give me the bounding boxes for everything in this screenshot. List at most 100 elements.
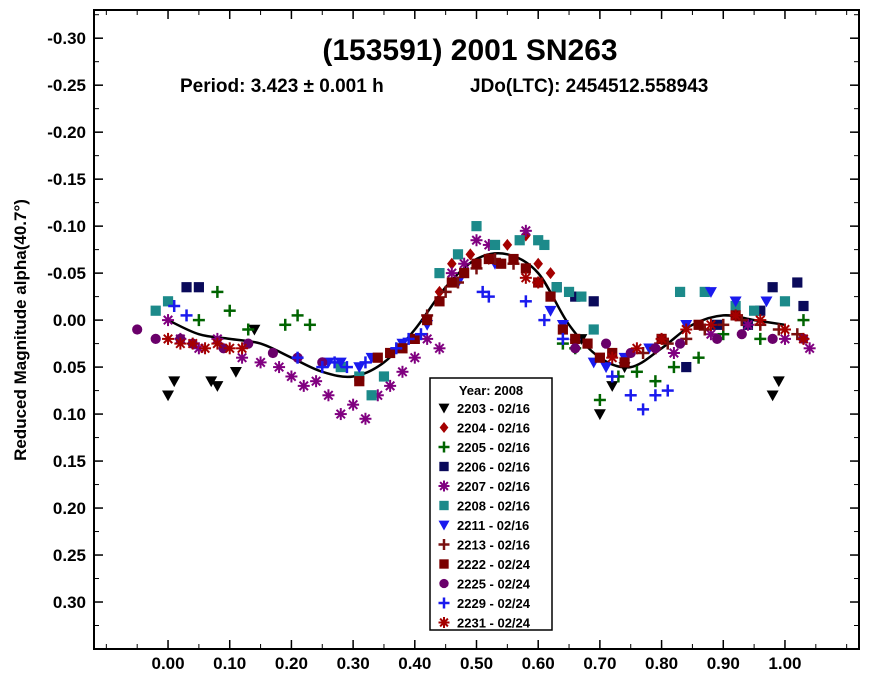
legend-marker [438,539,450,550]
legend-item: 2229 - 02/24 [438,596,531,611]
data-point [340,361,353,374]
data-point [465,248,476,261]
data-point [434,285,445,298]
data-point [593,393,606,406]
data-point [570,333,581,344]
data-point [519,224,532,237]
data-point [354,376,365,387]
data-point [637,403,650,416]
data-points [132,221,816,425]
data-point [334,357,347,369]
data-point [132,324,143,335]
y-tick-label: -0.15 [47,170,86,189]
data-point [409,333,420,344]
data-point [150,333,161,344]
data-point [162,314,175,327]
data-point [778,323,791,336]
data-point [459,268,470,279]
data-point [273,361,286,374]
data-point [181,282,192,293]
data-point [594,352,605,363]
legend-marker [438,403,450,414]
data-point [519,295,532,308]
axis-ticks [94,10,859,649]
data-point [661,384,674,397]
legend-label: 2231 - 02/24 [457,616,531,631]
data-point [397,343,408,354]
data-point [772,376,785,388]
x-tick-label: 0.50 [460,654,493,673]
data-point [254,356,267,369]
data-point [754,332,767,345]
data-point [359,356,372,369]
data-point [606,381,619,392]
legend-marker [438,617,450,628]
data-point [533,257,543,270]
legend-marker [439,559,449,569]
series-0 [162,324,785,421]
data-point [588,296,599,307]
data-point [699,286,710,298]
data-point [519,271,532,284]
data-point [532,276,545,289]
data-point [223,304,236,317]
data-point [422,315,433,326]
x-axis-tick-labels: 0.00 0.10 0.20 0.30 0.40 0.50 0.60 0.70 0.80 0.90… [151,654,801,673]
data-point [433,342,446,355]
legend-marker [438,480,450,492]
data-point [199,342,212,355]
data-point [452,249,464,260]
y-axis-tick-labels: -0.30 -0.25 -0.20 -0.15 -0.10 -0.05 0.00 0.05 0.… [47,29,86,612]
data-point [378,371,390,382]
legend-item: 2211 - 02/16 [438,518,529,533]
x-tick-label: 1.00 [768,654,801,673]
data-point [539,239,550,251]
data-point [414,328,427,341]
data-point [322,389,335,402]
data-point [372,352,383,363]
y-tick-label: -0.20 [47,123,86,142]
data-point [303,318,316,331]
data-point [570,291,581,302]
data-point [600,362,613,374]
legend-item: 2208 - 02/16 [439,499,530,514]
x-tick-label: 0.90 [707,654,740,673]
data-point [798,300,809,312]
data-point [471,221,482,232]
data-point [211,337,224,350]
data-point [593,409,606,421]
legend-items: 2203 - 02/16 2204 - 02/16 2205 - 02/16 2206… [438,401,531,631]
y-tick-label: 0.10 [53,405,86,424]
data-point [267,347,279,359]
legend-item: 2231 - 02/24 [438,616,531,631]
data-point [712,319,723,330]
data-point [755,305,766,316]
data-point [563,286,575,298]
data-point [767,282,778,293]
data-point [458,257,471,270]
data-point [712,333,723,344]
legend-label: 2213 - 02/16 [457,538,530,553]
legend-marker [439,422,449,433]
y-axis-label: Reduced Magnitude alpha(40.7°) [11,199,30,461]
data-point [797,332,810,345]
data-point [347,398,360,411]
data-point [174,337,187,350]
y-tick-label: 0.25 [53,546,86,565]
data-point [476,285,489,298]
legend-label: 2203 - 02/16 [457,401,530,416]
data-point [533,235,544,246]
data-point [729,296,742,308]
x-tick-label: 0.20 [275,654,308,673]
data-point [236,342,249,355]
legend-label: 2211 - 02/16 [457,518,529,533]
data-point [545,267,556,280]
data-point [792,277,803,288]
legend-label: 2222 - 02/24 [457,557,531,572]
x-tick-label: 0.80 [645,654,678,673]
data-point [551,282,562,293]
y-tick-label: -0.05 [47,264,86,283]
data-point [291,351,304,364]
legend-item: 2205 - 02/16 [438,440,530,455]
